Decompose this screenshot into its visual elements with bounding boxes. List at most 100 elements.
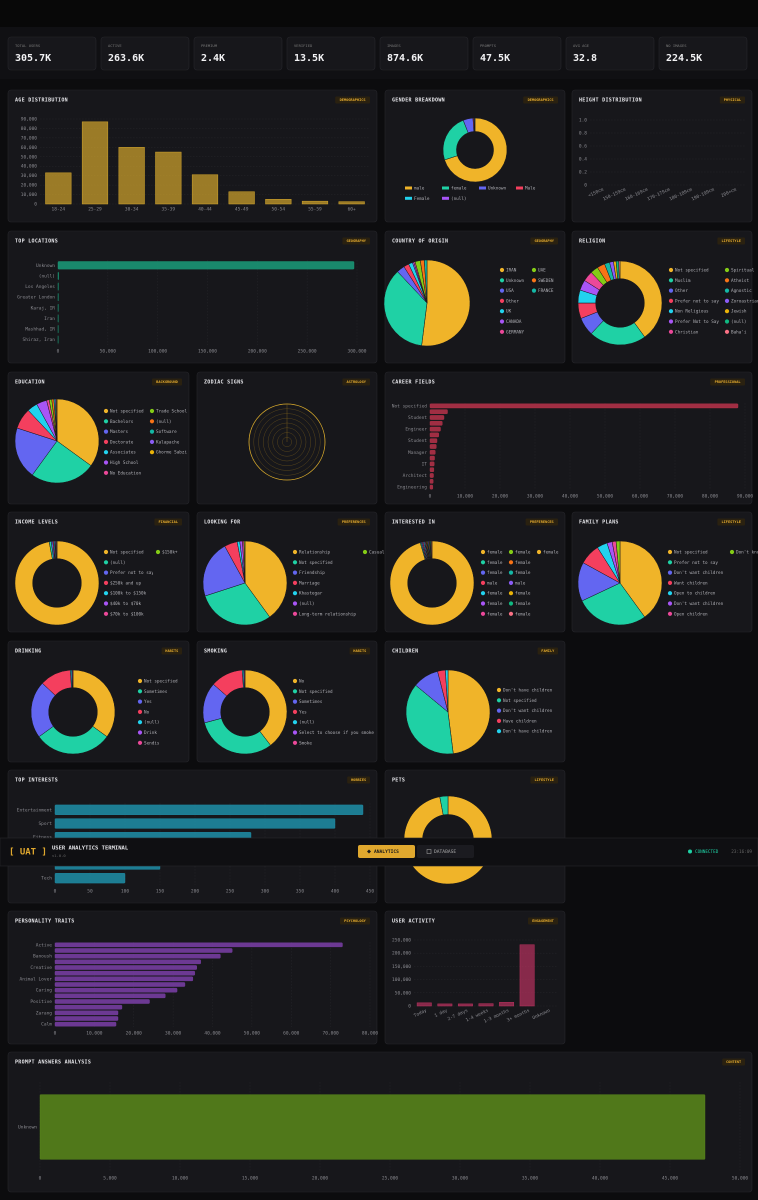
x-tick-label: 30,000 (165, 1031, 182, 1037)
x-tick-label: 40-44 (198, 207, 212, 213)
x-tick-label: 20,000 (126, 1031, 143, 1037)
status-dot (688, 849, 692, 854)
bar (54, 976, 194, 982)
x-tick-label: 55-59 (308, 207, 322, 213)
panel (384, 89, 566, 223)
slice (447, 669, 491, 754)
legend-swatch (729, 549, 735, 555)
legend-swatch (479, 186, 486, 190)
y-tick-label: 0.6 (579, 144, 587, 150)
panel-title: USER ACTIVITY (392, 919, 435, 925)
legend-swatch (292, 601, 298, 606)
legend-swatch (499, 288, 505, 293)
legend-label: Not specified (110, 550, 144, 556)
legend-label: (null) (156, 419, 172, 425)
legend-swatch (668, 298, 674, 303)
panel (571, 89, 753, 223)
x-tick-label: 450 (366, 889, 374, 895)
legend-label: (null) (731, 319, 747, 325)
legend-label: Not specified (144, 679, 178, 685)
bar (54, 987, 178, 993)
bar (429, 450, 436, 455)
panel-tag (717, 518, 745, 526)
stat-label: IMAGES (387, 43, 401, 48)
legend-label: Don't want children (674, 601, 724, 607)
legend-label: Sometimes (144, 689, 168, 695)
legend-label: Smoke (299, 740, 312, 746)
y-tick-label: (null) (39, 273, 55, 279)
legend-swatch (724, 319, 730, 324)
legend-swatch (103, 408, 109, 414)
x-tick-label: 30,000 (527, 494, 544, 500)
legend-label: Other (506, 298, 519, 304)
x-tick-label: 200 (191, 889, 199, 895)
panel-title: TOP LOCATIONS (15, 239, 58, 245)
legend-label: Other (675, 288, 688, 294)
x-tick-label: 90,000 (737, 494, 754, 500)
legend-swatch (668, 329, 674, 334)
legend-label: Don't know (736, 550, 758, 556)
x-tick-label: 300,000 (348, 349, 367, 355)
legend-label: SWEDEN (538, 278, 554, 284)
legend-swatch (531, 278, 537, 283)
panel-title: RELIGION (579, 239, 605, 245)
x-tick-label: 50,000 (732, 1176, 749, 1182)
y-tick-label: 200,000 (392, 951, 411, 957)
x-tick-label: 70,000 (667, 494, 684, 500)
legend-label: Prefer not to say (110, 570, 154, 576)
panel-tag-label: FAMILY (541, 649, 555, 653)
panel-title: AGE DISTRIBUTION (15, 98, 68, 104)
legend-label: Drink (144, 730, 157, 736)
slice (244, 669, 246, 688)
legend-swatch (480, 570, 486, 575)
panel-tag-label: BACKGROUND (156, 380, 178, 384)
legend-swatch (724, 267, 730, 273)
legend-label: Friendship (299, 570, 325, 576)
y-tick-label: Tech (41, 876, 52, 882)
legend-label: female (451, 186, 467, 192)
bar (499, 1002, 515, 1007)
x-tick-label: 80,000 (702, 494, 719, 500)
y-tick-label: Los Angeles (25, 284, 55, 290)
bar (457, 1003, 473, 1007)
legend-label: Select to choose if you smoke (299, 730, 374, 736)
tab-label[interactable]: ANALYTICS (374, 849, 399, 855)
legend-swatch (480, 549, 486, 555)
bar (429, 415, 445, 420)
legend-swatch (292, 720, 298, 725)
analytics-tab[interactable] (358, 845, 415, 858)
x-tick-label: 0 (429, 494, 432, 500)
y-tick-label: Active (36, 942, 53, 948)
panel-tag (530, 776, 558, 784)
panel-title: LOOKING FOR (204, 520, 241, 526)
legend-label: Software (156, 429, 177, 435)
legend-label: female (515, 570, 531, 576)
legend-label: female (487, 570, 503, 576)
panel-tag-label: DEMOGRAPHICS (340, 98, 366, 102)
database-tab[interactable] (417, 845, 474, 858)
legend-label: Not specified (675, 268, 709, 274)
x-tick-label: 1 day (434, 1008, 449, 1019)
legend-swatch (496, 687, 502, 693)
legend-swatch (724, 298, 730, 303)
legend-label: female (487, 601, 503, 607)
panel-tag-label: ASTROLOGY (346, 380, 366, 384)
slice (202, 545, 246, 597)
panel-tag (347, 776, 370, 784)
x-tick-label: 20,000 (492, 494, 509, 500)
y-tick-label: 0 (584, 183, 587, 189)
y-tick-label: Manager (408, 450, 427, 456)
tab-label[interactable]: DATABASE (434, 849, 456, 855)
x-tick-label: 0 (39, 1176, 42, 1182)
legend-label: female (515, 560, 531, 566)
legend-label: Masters (110, 429, 129, 435)
legend-swatch (137, 720, 143, 725)
y-tick-label: 50,000 (21, 154, 38, 160)
y-tick-label: Architect (403, 473, 428, 479)
legend-label: Prefer not to say (674, 560, 718, 566)
panel-title: ZODIAC SIGNS (204, 380, 244, 386)
y-tick-label: Shiraz, Iran (22, 337, 55, 343)
legend-label: FRANCE (538, 288, 554, 294)
x-tick-label: 20,000 (312, 1176, 329, 1182)
